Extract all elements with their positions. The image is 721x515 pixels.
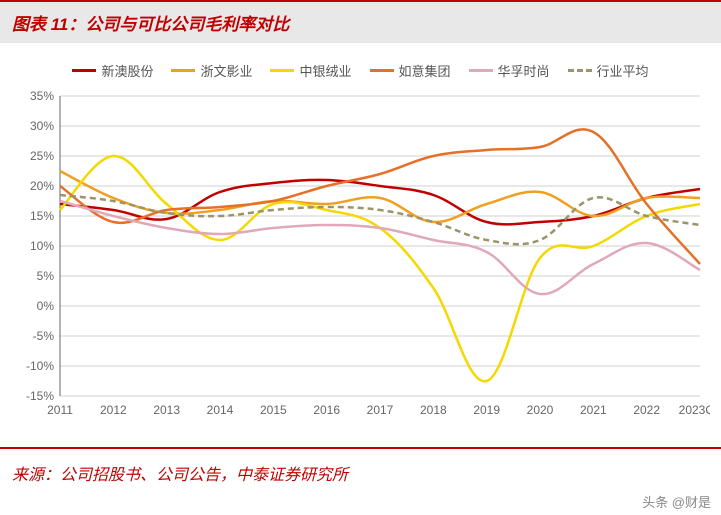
- footer-rule: [0, 447, 721, 449]
- watermark: 头条 @财是: [642, 492, 711, 511]
- legend-swatch: [370, 69, 394, 72]
- legend-swatch: [171, 69, 195, 72]
- legend-label: 浙文影业: [200, 61, 252, 80]
- source-text: 来源：公司招股书、公司公告，中泰证券研究所: [0, 457, 721, 493]
- legend-item-5: 行业平均: [568, 61, 649, 80]
- svg-text:2011: 2011: [47, 403, 73, 417]
- svg-text:2013: 2013: [153, 403, 180, 417]
- svg-text:2014: 2014: [207, 403, 234, 417]
- svg-text:2012: 2012: [100, 403, 127, 417]
- svg-text:35%: 35%: [30, 89, 54, 103]
- legend-swatch: [469, 69, 493, 72]
- legend-label: 华孚时尚: [498, 61, 550, 80]
- legend: 新澳股份 浙文影业 中银绒业 如意集团 华孚时尚 行业平均: [10, 61, 711, 80]
- svg-text:2021: 2021: [580, 403, 607, 417]
- svg-text:2023Q1: 2023Q1: [679, 403, 710, 417]
- legend-label: 如意集团: [399, 61, 451, 80]
- svg-text:10%: 10%: [30, 239, 54, 253]
- svg-text:25%: 25%: [30, 149, 54, 163]
- svg-text:15%: 15%: [30, 209, 54, 223]
- svg-text:30%: 30%: [30, 119, 54, 133]
- legend-item-4: 华孚时尚: [469, 61, 550, 80]
- svg-text:2017: 2017: [367, 403, 394, 417]
- legend-item-2: 中银绒业: [270, 61, 351, 80]
- chart-area: 新澳股份 浙文影业 中银绒业 如意集团 华孚时尚 行业平均 -15% -10% -5% 0% 5%…: [0, 43, 721, 441]
- svg-text:0%: 0%: [37, 299, 55, 313]
- chart-title: 图表 11：公司与可比公司毛利率对比: [12, 10, 709, 35]
- legend-label: 行业平均: [597, 61, 649, 80]
- legend-label: 中银绒业: [299, 61, 351, 80]
- legend-swatch: [270, 69, 294, 72]
- legend-item-3: 如意集团: [370, 61, 451, 80]
- legend-item-1: 浙文影业: [171, 61, 252, 80]
- svg-text:-15%: -15%: [26, 389, 54, 403]
- svg-text:5%: 5%: [37, 269, 55, 283]
- svg-text:2016: 2016: [313, 403, 340, 417]
- line-chart-svg: -15% -10% -5% 0% 5% 10% 15% 20% 25% 30% 35% 2011 201…: [10, 86, 710, 436]
- chart-header: 图表 11：公司与可比公司毛利率对比: [0, 0, 721, 43]
- svg-text:-5%: -5%: [33, 329, 55, 343]
- legend-item-0: 新澳股份: [72, 61, 153, 80]
- svg-text:20%: 20%: [30, 179, 54, 193]
- svg-text:2019: 2019: [473, 403, 500, 417]
- svg-text:2018: 2018: [420, 403, 447, 417]
- svg-text:-10%: -10%: [26, 359, 54, 373]
- legend-label: 新澳股份: [101, 61, 153, 80]
- legend-swatch: [72, 69, 96, 72]
- legend-swatch: [568, 69, 592, 72]
- svg-text:2022: 2022: [633, 403, 660, 417]
- svg-text:2020: 2020: [527, 403, 554, 417]
- svg-text:2015: 2015: [260, 403, 287, 417]
